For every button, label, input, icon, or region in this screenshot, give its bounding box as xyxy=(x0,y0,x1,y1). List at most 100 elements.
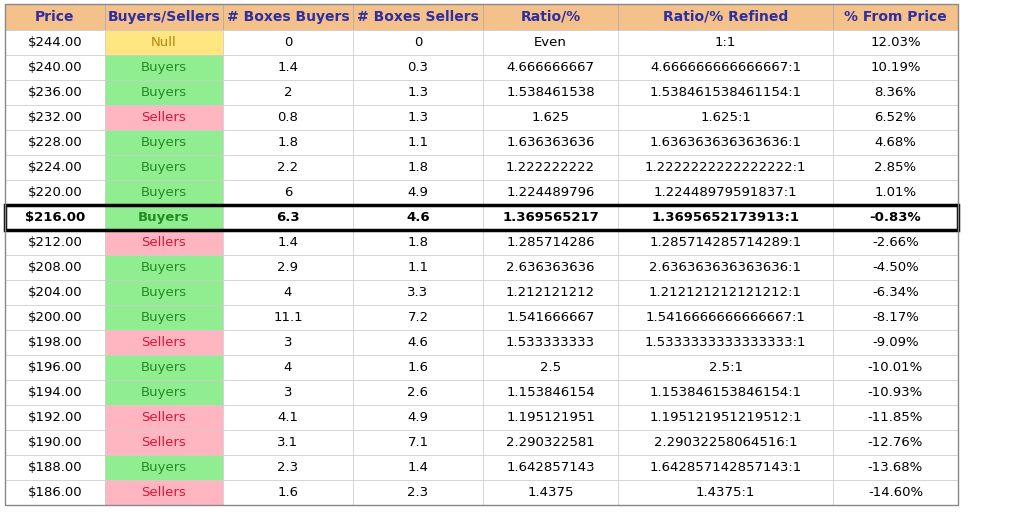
Bar xyxy=(618,80,833,105)
Text: Buyers: Buyers xyxy=(138,211,189,224)
Text: 4.666666667: 4.666666667 xyxy=(507,61,595,74)
Bar xyxy=(5,405,105,430)
Bar xyxy=(833,480,958,505)
Text: 1.6: 1.6 xyxy=(278,486,299,499)
Text: 2.3: 2.3 xyxy=(408,486,429,499)
Text: $186.00: $186.00 xyxy=(28,486,82,499)
Text: 1.3: 1.3 xyxy=(408,86,429,99)
Text: 1.636363636: 1.636363636 xyxy=(506,136,595,149)
Text: $220.00: $220.00 xyxy=(28,186,82,199)
Text: 0.8: 0.8 xyxy=(278,111,298,124)
Text: $216.00: $216.00 xyxy=(25,211,85,224)
Bar xyxy=(105,4,223,30)
Text: 7.1: 7.1 xyxy=(408,436,429,449)
Bar xyxy=(105,380,223,405)
Text: 4.9: 4.9 xyxy=(408,186,428,199)
Bar xyxy=(483,4,618,30)
Bar xyxy=(833,230,958,255)
Bar xyxy=(353,430,483,455)
Text: 1.625: 1.625 xyxy=(531,111,569,124)
Bar xyxy=(223,4,353,30)
Bar xyxy=(5,105,105,130)
Bar xyxy=(483,30,618,55)
Bar xyxy=(483,480,618,505)
Bar xyxy=(618,55,833,80)
Bar xyxy=(5,180,105,205)
Bar xyxy=(223,155,353,180)
Bar xyxy=(353,455,483,480)
Bar xyxy=(5,80,105,105)
Text: Buyers: Buyers xyxy=(141,261,187,274)
Bar xyxy=(105,230,223,255)
Bar xyxy=(105,430,223,455)
Text: -2.66%: -2.66% xyxy=(872,236,919,249)
Text: 1.4: 1.4 xyxy=(408,461,428,474)
Text: $236.00: $236.00 xyxy=(28,86,82,99)
Text: -10.01%: -10.01% xyxy=(868,361,923,374)
Text: 3.3: 3.3 xyxy=(408,286,429,299)
Text: 1.285714285714289:1: 1.285714285714289:1 xyxy=(649,236,802,249)
Text: 2.290322581: 2.290322581 xyxy=(506,436,595,449)
Text: Ratio/%: Ratio/% xyxy=(520,10,581,24)
Bar xyxy=(223,430,353,455)
Bar xyxy=(105,255,223,280)
Bar xyxy=(223,455,353,480)
Bar xyxy=(223,205,353,230)
Bar xyxy=(483,255,618,280)
Text: 2.5: 2.5 xyxy=(540,361,561,374)
Text: 0: 0 xyxy=(414,36,422,49)
Text: 1.195121951219512:1: 1.195121951219512:1 xyxy=(649,411,802,424)
Bar xyxy=(353,130,483,155)
Bar xyxy=(5,4,105,30)
Bar xyxy=(5,330,105,355)
Bar xyxy=(483,280,618,305)
Text: $208.00: $208.00 xyxy=(28,261,82,274)
Text: Buyers: Buyers xyxy=(141,61,187,74)
Text: # Boxes Sellers: # Boxes Sellers xyxy=(357,10,479,24)
Text: $232.00: $232.00 xyxy=(28,111,83,124)
Bar xyxy=(353,330,483,355)
Text: 2.636363636: 2.636363636 xyxy=(506,261,595,274)
Bar xyxy=(5,30,105,55)
Bar xyxy=(105,130,223,155)
Text: 1.222222222: 1.222222222 xyxy=(506,161,595,174)
Text: 2.6: 2.6 xyxy=(408,386,428,399)
Bar xyxy=(833,430,958,455)
Bar xyxy=(353,380,483,405)
Text: 0: 0 xyxy=(284,36,292,49)
Bar xyxy=(353,205,483,230)
Text: -0.83%: -0.83% xyxy=(869,211,922,224)
Text: 1.1: 1.1 xyxy=(408,261,429,274)
Text: 8.36%: 8.36% xyxy=(874,86,916,99)
Text: -13.68%: -13.68% xyxy=(868,461,923,474)
Bar xyxy=(353,105,483,130)
Bar xyxy=(5,455,105,480)
Bar xyxy=(105,80,223,105)
Text: 2.29032258064516:1: 2.29032258064516:1 xyxy=(653,436,798,449)
Text: Buyers: Buyers xyxy=(141,311,187,324)
Text: Buyers: Buyers xyxy=(141,461,187,474)
Text: -14.60%: -14.60% xyxy=(868,486,923,499)
Bar xyxy=(618,255,833,280)
Text: 1.636363636363636:1: 1.636363636363636:1 xyxy=(649,136,802,149)
Bar xyxy=(833,455,958,480)
Bar xyxy=(618,4,833,30)
Bar xyxy=(483,380,618,405)
Bar xyxy=(833,130,958,155)
Bar xyxy=(353,480,483,505)
Text: 1.4: 1.4 xyxy=(278,61,299,74)
Text: Sellers: Sellers xyxy=(141,236,186,249)
Bar xyxy=(618,355,833,380)
Text: % From Price: % From Price xyxy=(844,10,947,24)
Bar xyxy=(223,380,353,405)
Bar xyxy=(833,305,958,330)
Text: 1.212121212121212:1: 1.212121212121212:1 xyxy=(649,286,802,299)
Text: -6.34%: -6.34% xyxy=(872,286,919,299)
Text: 4.6: 4.6 xyxy=(407,211,430,224)
Bar xyxy=(483,455,618,480)
Bar xyxy=(353,55,483,80)
Bar xyxy=(618,380,833,405)
Text: Price: Price xyxy=(35,10,75,24)
Bar xyxy=(105,355,223,380)
Text: Buyers: Buyers xyxy=(141,286,187,299)
